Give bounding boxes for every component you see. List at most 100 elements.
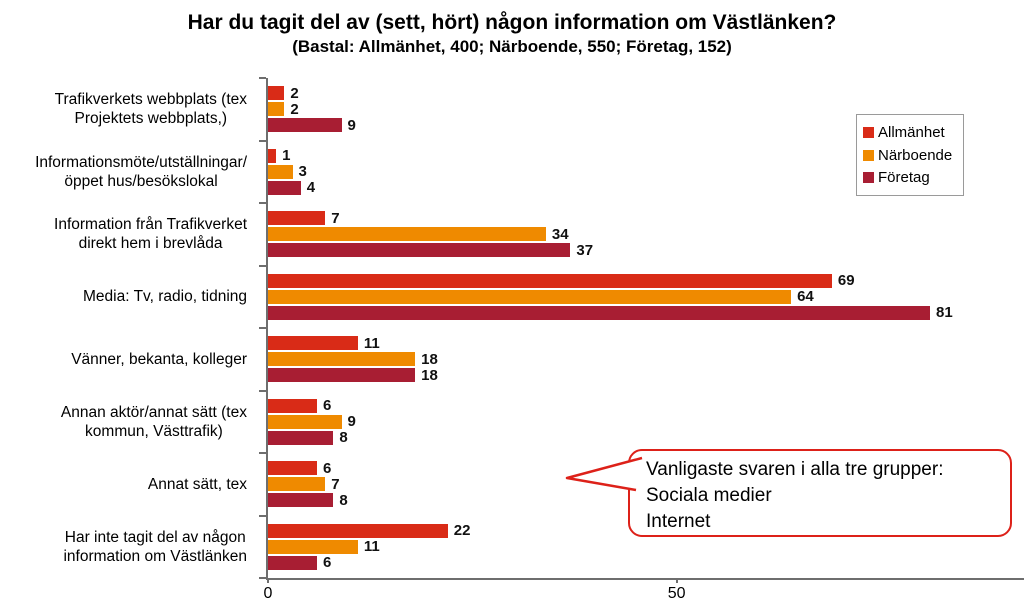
value-label: 81 bbox=[936, 304, 953, 322]
value-label: 8 bbox=[339, 429, 348, 447]
chart-subtitle: (Bastal: Allmänhet, 400; Närboende, 550;… bbox=[292, 37, 732, 56]
bar-Allmänhet bbox=[268, 211, 326, 226]
legend-key-icon bbox=[863, 127, 874, 139]
value-label: 1 bbox=[282, 147, 291, 165]
category-label: Annan aktör/annat sätt (tex kommun, Väst… bbox=[60, 403, 247, 440]
category-row: Information från Trafikverket direkt hem… bbox=[0, 203, 256, 266]
bar-Företag bbox=[268, 555, 318, 570]
bar-Närboende bbox=[268, 289, 792, 304]
bar-Närboende bbox=[268, 102, 285, 117]
plot-area: 2 2 9 1 3 4 7 34 37 69 64 81 11 18 18 6 9 8 6 7 8 22 11 6 0 50 bbox=[259, 77, 1024, 602]
bar-wrap: 6 bbox=[268, 459, 1024, 477]
bar-rows: 2 2 9 1 3 4 7 34 37 69 64 81 11 18 18 6 9 8 6 7 8 22 11 6 bbox=[268, 78, 1024, 578]
bar-group: 69 64 81 bbox=[268, 266, 1024, 329]
y-axis-tick bbox=[259, 514, 266, 517]
bar-wrap: 7 bbox=[268, 475, 1024, 493]
legend-label: Allmänhet bbox=[878, 124, 945, 142]
legend-label: Företag bbox=[878, 168, 930, 186]
value-label: 6 bbox=[323, 397, 332, 415]
bar-Närboende bbox=[268, 414, 342, 429]
chart-title: Har du tagit del av (sett, hört) någon i… bbox=[187, 11, 837, 34]
value-label: 4 bbox=[306, 179, 316, 197]
legend-key-icon bbox=[863, 171, 874, 183]
bar-Allmänhet bbox=[268, 398, 318, 413]
legend-item-Närboende: Närboende bbox=[863, 147, 957, 164]
bar-wrap: 37 bbox=[268, 241, 1024, 259]
bar-wrap: 7 bbox=[268, 209, 1024, 227]
y-axis-tick bbox=[259, 139, 266, 142]
bar-wrap: 11 bbox=[268, 334, 1024, 352]
bar-wrap: 6 bbox=[268, 554, 1024, 572]
callout-tail-icon bbox=[565, 456, 643, 492]
bar-wrap: 34 bbox=[268, 225, 1024, 243]
value-label: 7 bbox=[331, 209, 340, 227]
value-label: 8 bbox=[339, 491, 348, 509]
category-row: Vänner, bekanta, kolleger bbox=[0, 328, 256, 391]
value-label: 11 bbox=[363, 334, 380, 352]
bar-Företag bbox=[268, 368, 416, 383]
category-label: Annat sätt, tex bbox=[147, 475, 247, 493]
y-axis-tick bbox=[259, 452, 266, 454]
category-label: Trafikverkets webbplats (tex Projektets … bbox=[54, 91, 247, 128]
value-label: 37 bbox=[576, 241, 594, 259]
bar-wrap: 9 bbox=[268, 117, 1024, 134]
bar-Närboende bbox=[268, 227, 546, 242]
bar-wrap: 3 bbox=[268, 163, 1024, 181]
value-label: 34 bbox=[551, 225, 569, 243]
bar-Företag bbox=[268, 305, 930, 320]
bar-Närboende bbox=[268, 539, 358, 554]
bar-group: 22 11 6 bbox=[268, 516, 1024, 579]
y-axis-tick bbox=[259, 202, 266, 204]
bar-wrap: 8 bbox=[268, 491, 1024, 509]
bar-wrap: 64 bbox=[268, 288, 1024, 306]
category-row: Trafikverkets webbplats (tex Projektets … bbox=[0, 78, 256, 141]
legend-item-Företag: Företag bbox=[863, 169, 957, 186]
bar-Närboende bbox=[268, 477, 326, 492]
bar-Allmänhet bbox=[268, 148, 277, 163]
value-label: 7 bbox=[331, 475, 340, 493]
bar-wrap: 2 bbox=[268, 85, 1024, 102]
x-axis-tick bbox=[267, 578, 269, 583]
category-row: Har inte tagit del av någon information … bbox=[0, 516, 256, 579]
y-axis-tick bbox=[259, 577, 266, 579]
value-label: 64 bbox=[797, 288, 814, 306]
bar-wrap: 11 bbox=[268, 538, 1024, 556]
y-axis-tick bbox=[259, 327, 266, 329]
bar-wrap: 4 bbox=[268, 179, 1024, 197]
y-axis-tick bbox=[259, 77, 266, 79]
bar-Företag bbox=[268, 430, 334, 445]
category-label: Vänner, bekanta, kolleger bbox=[71, 350, 247, 368]
bar-group: 11 18 18 bbox=[268, 328, 1024, 391]
bar-Allmänhet bbox=[268, 461, 318, 476]
bar-group: 7 34 37 bbox=[268, 203, 1024, 266]
value-label: 6 bbox=[323, 459, 332, 477]
value-label: 18 bbox=[421, 350, 438, 368]
value-label: 6 bbox=[323, 554, 332, 572]
value-label: 11 bbox=[363, 538, 380, 556]
value-label: 22 bbox=[453, 522, 471, 540]
x-axis-tick-label: 50 bbox=[667, 585, 686, 602]
category-row: Annat sätt, tex bbox=[0, 453, 256, 516]
legend-key-icon bbox=[863, 149, 874, 161]
bar-Allmänhet bbox=[268, 523, 448, 538]
bar-Företag bbox=[268, 493, 334, 508]
callout-line: Sociala medier bbox=[646, 485, 772, 506]
bar-wrap: 22 bbox=[268, 522, 1024, 540]
value-label: 69 bbox=[837, 272, 855, 290]
bar-Allmänhet bbox=[268, 273, 832, 288]
category-labels: Trafikverkets webbplats (tex Projektets … bbox=[0, 78, 256, 578]
bar-wrap: 9 bbox=[268, 413, 1024, 430]
bar-wrap: 8 bbox=[268, 429, 1024, 447]
y-axis-tick bbox=[259, 389, 266, 392]
bar-Företag bbox=[268, 118, 342, 133]
bar-Närboende bbox=[268, 352, 416, 367]
bar-wrap: 6 bbox=[268, 397, 1024, 415]
callout-line: Vanligaste svaren i alla tre grupper: bbox=[646, 459, 944, 480]
value-label: 3 bbox=[298, 163, 307, 181]
category-label: Media: Tv, radio, tidning bbox=[83, 288, 247, 306]
